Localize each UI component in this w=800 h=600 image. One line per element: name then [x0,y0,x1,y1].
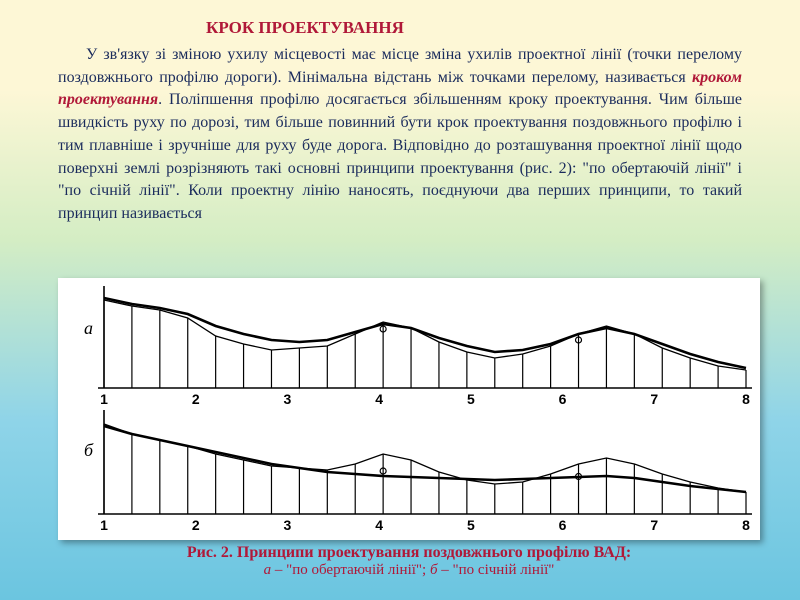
para-after: . Поліпшення профілю досягається збільше… [58,91,742,222]
caption-b-text: – "по січній лінії" [438,562,555,578]
caption-a-text: – "по обертаючій лінії"; [271,562,430,578]
body-paragraph: У зв'язку зі зміною ухилу місцевості має… [58,44,742,226]
caption-sub: а – "по обертаючій лінії"; б – "по січні… [58,562,760,579]
figure-diagram: 1 2 3 4 5 6 7 8 а 1 2 3 4 5 6 7 8 б [58,278,760,540]
svg-text:1: 1 [100,517,108,533]
svg-text:б: б [84,440,94,460]
svg-text:4: 4 [375,391,383,407]
svg-text:5: 5 [467,391,475,407]
svg-text:8: 8 [742,391,750,407]
svg-text:3: 3 [284,517,292,533]
svg-text:3: 3 [284,391,292,407]
svg-text:7: 7 [650,517,658,533]
caption-b-letter: б [430,562,438,578]
caption-title: Рис. 2. Принципи проектування поздовжньо… [58,544,760,562]
para-before: У зв'язку зі зміною ухилу місцевості має… [58,46,742,86]
svg-text:5: 5 [467,517,475,533]
svg-text:4: 4 [375,517,383,533]
svg-text:2: 2 [192,517,200,533]
svg-text:6: 6 [559,517,567,533]
caption-a-letter: а [264,562,272,578]
figure-container: 1 2 3 4 5 6 7 8 а 1 2 3 4 5 6 7 8 б [58,278,760,540]
svg-text:7: 7 [650,391,658,407]
svg-text:2: 2 [192,391,200,407]
svg-text:6: 6 [559,391,567,407]
svg-text:8: 8 [742,517,750,533]
page-title: КРОК ПРОЕКТУВАННЯ [58,18,742,38]
svg-text:1: 1 [100,391,108,407]
figure-caption: Рис. 2. Принципи проектування поздовжньо… [58,544,760,579]
svg-text:а: а [84,318,93,338]
